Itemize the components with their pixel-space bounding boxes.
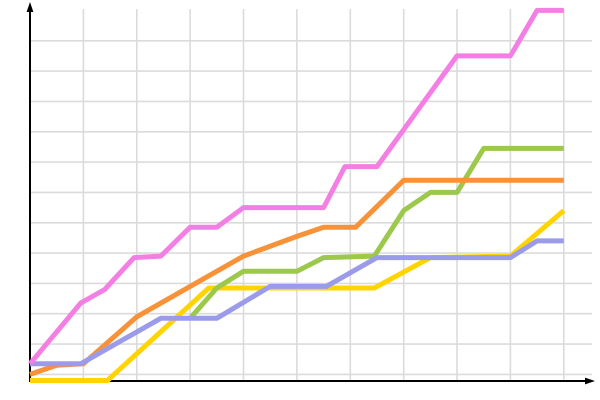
y-axis-arrow-icon: [26, 2, 34, 12]
series-line-green: [188, 145, 564, 320]
series-line-violet: [28, 7, 564, 366]
x-axis-arrow-icon: [585, 377, 595, 385]
series-line-periwinkle: [30, 238, 564, 367]
